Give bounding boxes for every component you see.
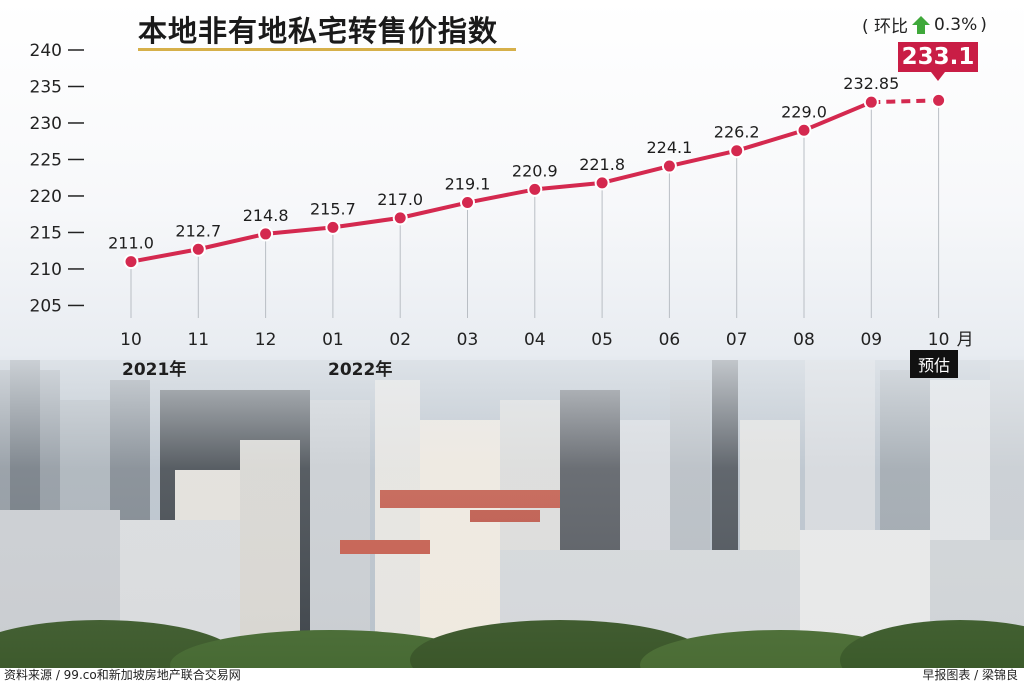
x-tick-label: 03 xyxy=(457,330,479,350)
y-tick-label: 230 xyxy=(30,114,62,134)
x-tick-label: 02 xyxy=(389,330,411,350)
year-label-2021: 2021年 xyxy=(122,360,187,380)
x-axis: 10 11 12 01 02 03 04 05 06 07 08 09 10 月 xyxy=(120,330,973,350)
title-underline xyxy=(138,48,516,51)
data-label: 229.0 xyxy=(781,102,827,121)
mom-suffix: ) xyxy=(980,14,987,35)
y-tick-label: 220 xyxy=(30,187,62,207)
data-point xyxy=(796,122,812,138)
up-arrow-icon xyxy=(911,15,931,35)
data-label: 217.0 xyxy=(377,190,423,209)
city-skyline-backdrop xyxy=(0,360,1024,670)
data-point xyxy=(460,195,475,211)
x-tick-label: 08 xyxy=(793,330,815,350)
y-tick-label: 215 xyxy=(30,223,62,243)
latest-value-callout: 233.1 xyxy=(898,42,978,81)
x-tick-label: 06 xyxy=(659,330,681,350)
data-point xyxy=(863,94,879,110)
vertical-drop-lines xyxy=(130,106,940,318)
mom-value: 0.3% xyxy=(934,14,978,35)
data-label: 212.7 xyxy=(175,221,221,240)
data-label: 220.9 xyxy=(512,161,558,180)
data-point xyxy=(594,175,610,191)
mom-prefix: ( 环比 xyxy=(862,17,909,37)
y-axis: 205 210 215 220 225 230 235 240 xyxy=(30,41,84,316)
data-point xyxy=(729,143,745,159)
series-points xyxy=(123,92,947,270)
x-tick-label: 11 xyxy=(187,330,209,350)
data-point xyxy=(123,254,139,270)
data-point xyxy=(258,226,274,242)
y-tick-label: 205 xyxy=(30,296,62,316)
series-line xyxy=(130,98,939,264)
data-label: 232.85 xyxy=(843,74,899,93)
data-point xyxy=(661,158,677,174)
estimate-badge: 预估 xyxy=(910,350,959,378)
data-point xyxy=(325,219,341,235)
x-tick-label: 09 xyxy=(860,330,882,350)
credit-note: 早报图表 / 梁锦良 xyxy=(922,668,1018,682)
data-label: 226.2 xyxy=(714,123,760,142)
data-point xyxy=(527,181,543,197)
data-point xyxy=(931,92,947,108)
skyline-illustration xyxy=(0,360,1024,670)
y-tick-label: 225 xyxy=(30,150,62,170)
x-tick-label: 04 xyxy=(524,330,546,350)
data-label: 219.1 xyxy=(445,175,491,194)
x-tick-label: 05 xyxy=(591,330,613,350)
data-label: 215.7 xyxy=(310,199,356,218)
data-label: 221.8 xyxy=(579,155,625,174)
data-label: 211.0 xyxy=(108,234,154,253)
series-line-actual xyxy=(130,100,873,264)
source-note: 资料来源 / 99.co和新加坡房地产联合交易网 xyxy=(4,668,241,682)
data-labels: 211.0 212.7 214.8 215.7 217.0 219.1 220.9 221.8… xyxy=(108,74,899,252)
footer: 资料来源 / 99.co和新加坡房地产联合交易网 早报图表 / 梁锦良 xyxy=(0,668,1024,682)
x-tick-label: 10 xyxy=(928,330,950,350)
year-label-2022: 2022年 xyxy=(328,360,393,380)
series-line-estimate xyxy=(871,98,939,105)
x-unit-label: 月 xyxy=(957,330,974,350)
chart-title: 本地非有地私宅转售价指数 xyxy=(138,14,499,48)
data-label: 224.1 xyxy=(646,138,692,157)
y-tick-label: 235 xyxy=(30,77,62,97)
y-tick-label: 210 xyxy=(30,260,62,280)
data-point xyxy=(190,241,206,257)
x-tick-label: 12 xyxy=(255,330,277,350)
x-tick-label: 10 xyxy=(120,330,142,350)
y-tick-label: 240 xyxy=(30,41,62,61)
x-tick-label: 01 xyxy=(322,330,344,350)
month-on-month-change: ( 环比 0.3% ) xyxy=(862,12,987,38)
data-label: 214.8 xyxy=(243,206,289,225)
x-tick-label: 07 xyxy=(726,330,748,350)
data-point xyxy=(392,210,408,226)
